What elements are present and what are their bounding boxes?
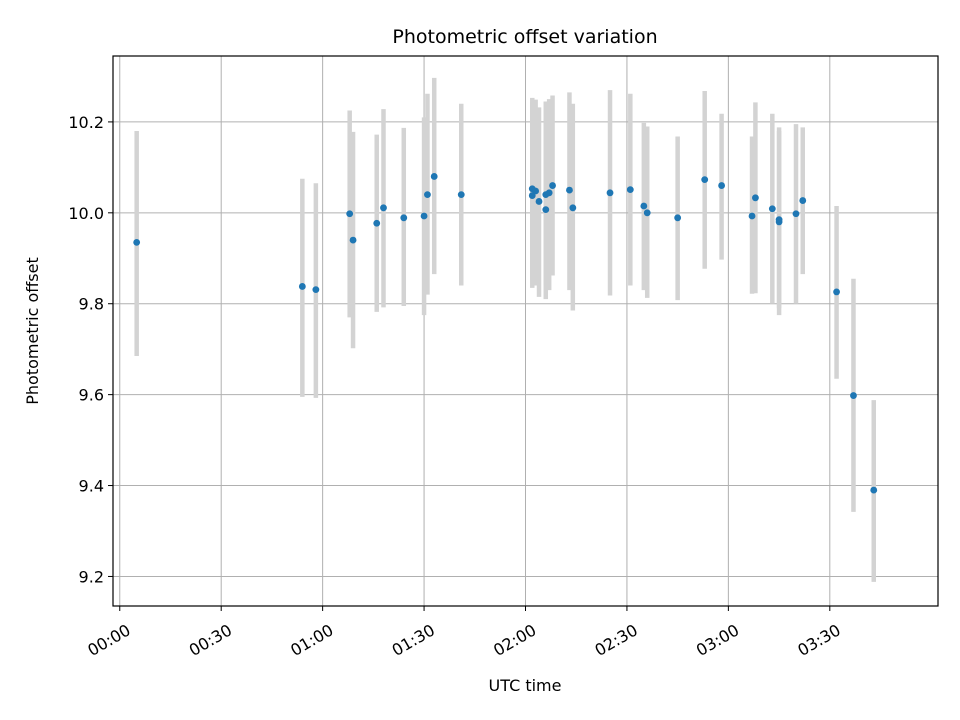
data-point [626, 186, 634, 194]
data-point [430, 173, 438, 180]
y-tick-label: 9.2 [79, 567, 104, 586]
data-points [133, 173, 878, 494]
data-point [674, 214, 682, 222]
data-point [643, 209, 651, 217]
y-axis-title: Photometric offset [23, 257, 42, 405]
data-point [833, 288, 840, 296]
data-point [400, 214, 408, 222]
data-point [799, 197, 807, 204]
y-tick-label: 10.2 [68, 113, 104, 132]
data-point [775, 216, 783, 224]
y-tick-label: 9.6 [79, 386, 104, 405]
data-point [870, 486, 878, 494]
data-point [792, 210, 800, 218]
data-point [545, 189, 553, 197]
chart-title: Photometric offset variation [392, 26, 657, 48]
y-tick-label: 9.8 [79, 295, 104, 314]
data-point [566, 186, 573, 194]
data-point [640, 202, 648, 210]
data-point [298, 283, 306, 290]
data-point [346, 210, 354, 218]
data-point [420, 212, 428, 220]
data-point [748, 212, 756, 220]
data-point [373, 219, 381, 227]
data-point [701, 176, 709, 184]
data-point [718, 182, 726, 189]
data-point [850, 392, 857, 399]
grid [113, 56, 938, 606]
data-point [133, 238, 141, 246]
data-point [606, 189, 614, 197]
data-point [312, 286, 320, 294]
x-axis-title: UTC time [489, 676, 562, 695]
data-point [457, 191, 465, 199]
data-point [424, 191, 431, 199]
data-point [532, 187, 540, 195]
data-point [535, 198, 543, 205]
y-axis-ticks: 9.2 9.4 9.6 9.8 10.0 10.2 [68, 113, 113, 586]
y-tick-label: 9.4 [79, 477, 104, 496]
data-point [569, 204, 577, 212]
data-point [549, 182, 556, 189]
y-tick-label: 10.0 [68, 204, 104, 223]
data-point [542, 206, 550, 214]
data-point [349, 236, 357, 244]
data-point [380, 204, 387, 212]
data-point [768, 205, 776, 213]
data-point [752, 194, 759, 202]
